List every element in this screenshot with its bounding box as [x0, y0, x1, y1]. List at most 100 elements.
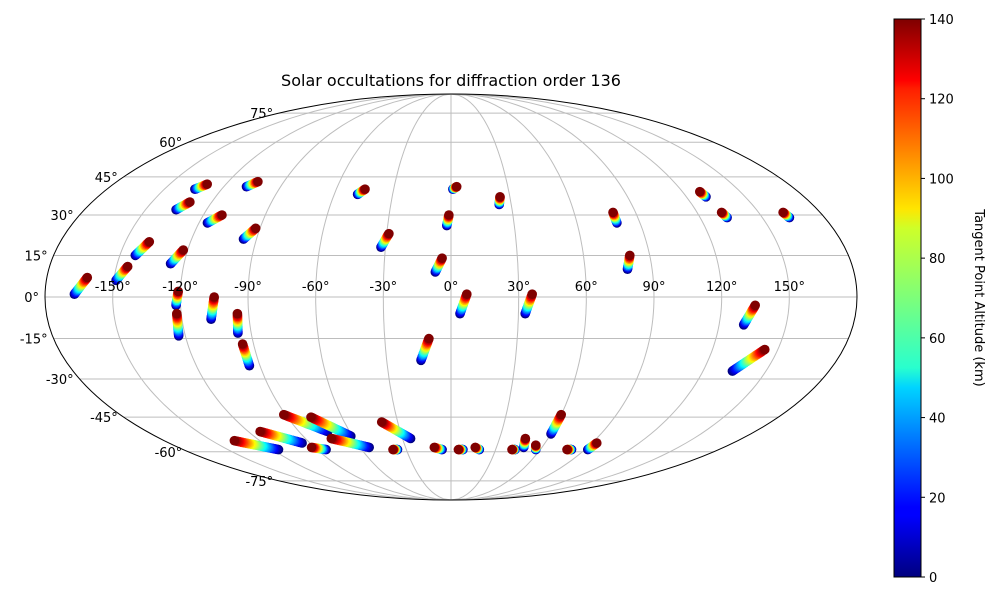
latitude-tick-label: 75°: [250, 107, 273, 122]
track-point: [470, 442, 481, 453]
track-point: [388, 444, 398, 455]
occultation-track: [583, 438, 602, 455]
occultation-track: [202, 210, 227, 228]
colorbar-tick-label: 0: [929, 571, 937, 586]
track-point: [185, 197, 195, 207]
track-point: [507, 444, 517, 455]
track-point: [229, 435, 240, 446]
occultation-track: [507, 444, 520, 455]
occultation-track: [241, 176, 263, 192]
track-point: [306, 442, 317, 453]
occultation-track: [453, 444, 468, 455]
occultation-track: [165, 245, 189, 269]
latitude-tick-label: 60°: [159, 136, 182, 151]
track-point: [556, 409, 566, 420]
latitude-tick-label: -45°: [90, 411, 118, 426]
track-point: [695, 186, 705, 197]
occultation-track: [416, 333, 434, 366]
colorbar-tick-label: 20: [929, 491, 946, 506]
track-point: [778, 207, 788, 218]
track-point: [178, 245, 189, 255]
occultation-track: [232, 308, 243, 338]
occultation-track: [172, 308, 184, 341]
longitude-tick-label: -150°: [95, 280, 131, 295]
occultation-track: [388, 444, 403, 455]
longitude-tick-label: 120°: [706, 280, 737, 295]
longitude-tick-label: -120°: [162, 280, 198, 295]
colorbar-tick-label: 40: [929, 412, 946, 427]
occultation-track: [171, 286, 183, 311]
colorbar-gradient: [893, 18, 922, 578]
map-boundary: [44, 93, 858, 501]
latitude-tick-labels: 75° 60° 45° 30° 15° 0° -15° -30° -45° -60° -75°: [20, 107, 273, 490]
occultation-track: [429, 442, 447, 455]
track-point: [232, 308, 243, 319]
track-point: [384, 228, 394, 239]
occultation-track: [546, 409, 566, 439]
longitude-tick-label: 0°: [444, 280, 459, 295]
colorbar-tick-label: 100: [929, 172, 954, 187]
longitude-tick-label: 90°: [642, 280, 665, 295]
track-point: [326, 433, 337, 444]
track-point: [424, 333, 434, 344]
track-point: [376, 417, 387, 427]
occultation-track: [520, 289, 537, 319]
occultation-track: [494, 192, 505, 210]
occultation-track: [455, 289, 472, 319]
latitude-tick-label: -30°: [46, 373, 74, 388]
longitude-tick-label: -30°: [369, 280, 397, 295]
track-point: [495, 192, 505, 202]
latitude-tick-label: -60°: [155, 446, 183, 461]
colorbar-tick-label: 140: [929, 13, 954, 28]
longitude-tick-labels: -150° -120° -90° -60° -30° 0° 30° 60° 90° 120° 150…: [95, 280, 805, 295]
latitude-tick-label: 0°: [24, 291, 39, 306]
longitude-tick-label: -90°: [234, 280, 262, 295]
occultation-track: [206, 292, 219, 325]
latitude-tick-label: 45°: [95, 171, 118, 186]
latitude-tick-label: 15°: [25, 249, 48, 264]
colorbar-tick-label: 80: [929, 252, 946, 267]
occultation-track: [470, 442, 485, 455]
occultation-track: [229, 435, 284, 455]
occultation-track: [376, 417, 416, 444]
occultation-track: [352, 184, 370, 200]
track-point: [250, 223, 261, 234]
track-point: [237, 339, 248, 349]
track-point: [360, 184, 370, 194]
occultation-track: [190, 179, 212, 194]
track-point: [462, 289, 472, 300]
occultation-track: [69, 272, 93, 300]
colorbar-ticks: 0 20 40 60 80 100 120 140: [921, 13, 954, 586]
occultation-track: [111, 261, 133, 286]
track-point: [562, 444, 572, 455]
colorbar-label: Tangent Point Altitude (km): [971, 208, 986, 386]
occultation-track: [255, 426, 307, 448]
occultation-track: [238, 223, 261, 244]
track-point: [451, 181, 462, 192]
track-point: [716, 207, 727, 218]
track-point: [453, 444, 464, 455]
colorbar: 0 20 40 60 80 100 120 140 Tangent Point Altitud…: [893, 13, 986, 586]
chart-title: Solar occultations for diffraction order…: [281, 71, 621, 90]
track-point: [173, 286, 183, 297]
track-point: [279, 409, 289, 420]
occultation-track: [518, 433, 531, 453]
latitude-tick-label: -75°: [245, 475, 273, 490]
occultation-track: [237, 339, 255, 371]
occultation-track: [430, 253, 447, 277]
occultation-track: [562, 444, 577, 455]
occultation-track: [376, 228, 394, 252]
map-tracks: [69, 176, 795, 455]
occultation-track: [727, 344, 770, 376]
longitude-tick-label: 150°: [774, 280, 805, 295]
track-point: [82, 272, 93, 283]
track-point: [253, 176, 263, 187]
track-point: [531, 440, 541, 451]
track-point: [625, 250, 635, 261]
longitude-tick-label: -60°: [302, 280, 330, 295]
track-point: [122, 261, 133, 272]
track-point: [608, 207, 618, 218]
colorbar-tick-label: 60: [929, 332, 946, 347]
track-point: [429, 442, 440, 453]
occultation-track: [778, 207, 795, 223]
